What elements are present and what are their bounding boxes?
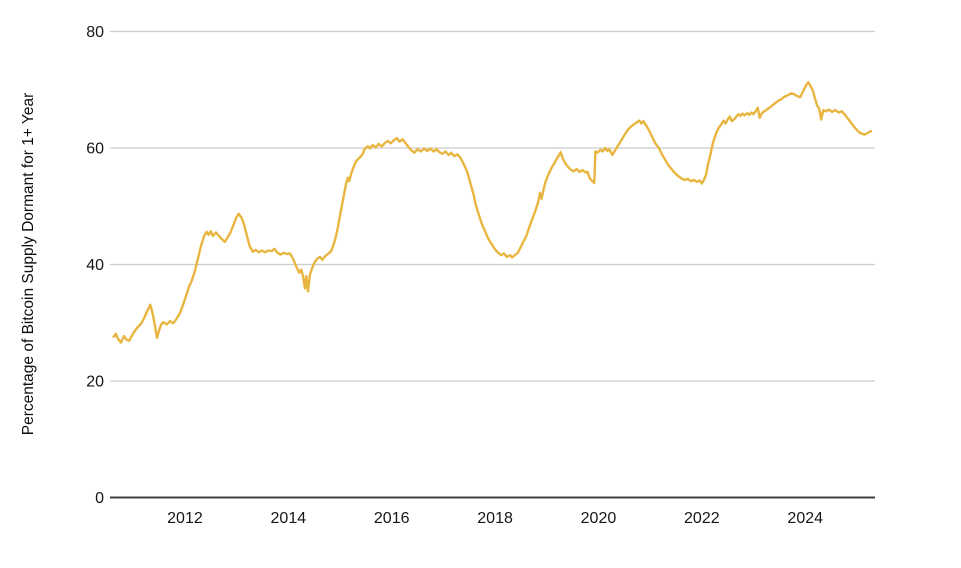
x-tick-label-2016: 2016 [374, 510, 410, 527]
y-tick-label-80: 80 [86, 24, 104, 41]
x-tick-label-2022: 2022 [684, 510, 720, 527]
x-tick-label-2020: 2020 [581, 510, 617, 527]
y-tick-label-20: 20 [86, 374, 104, 391]
y-tick-label-60: 60 [86, 141, 104, 158]
gridlines [110, 30, 875, 382]
x-tick-label-2012: 2012 [167, 510, 203, 527]
x-axis-tick-labels: 2012 2014 2016 2018 2020 2022 2024 [167, 510, 823, 527]
x-tick-label-2018: 2018 [477, 510, 513, 527]
x-tick-label-2014: 2014 [271, 510, 307, 527]
y-tick-label-0: 0 [95, 490, 104, 507]
x-tick-label-2024: 2024 [787, 510, 823, 527]
dormant-supply-line-series [112, 81, 873, 344]
y-axis-title: Percentage of Bitcoin Supply Dormant for… [20, 93, 37, 436]
y-axis-tick-labels: 0 20 40 60 80 [86, 24, 104, 507]
y-tick-label-40: 40 [86, 257, 104, 274]
